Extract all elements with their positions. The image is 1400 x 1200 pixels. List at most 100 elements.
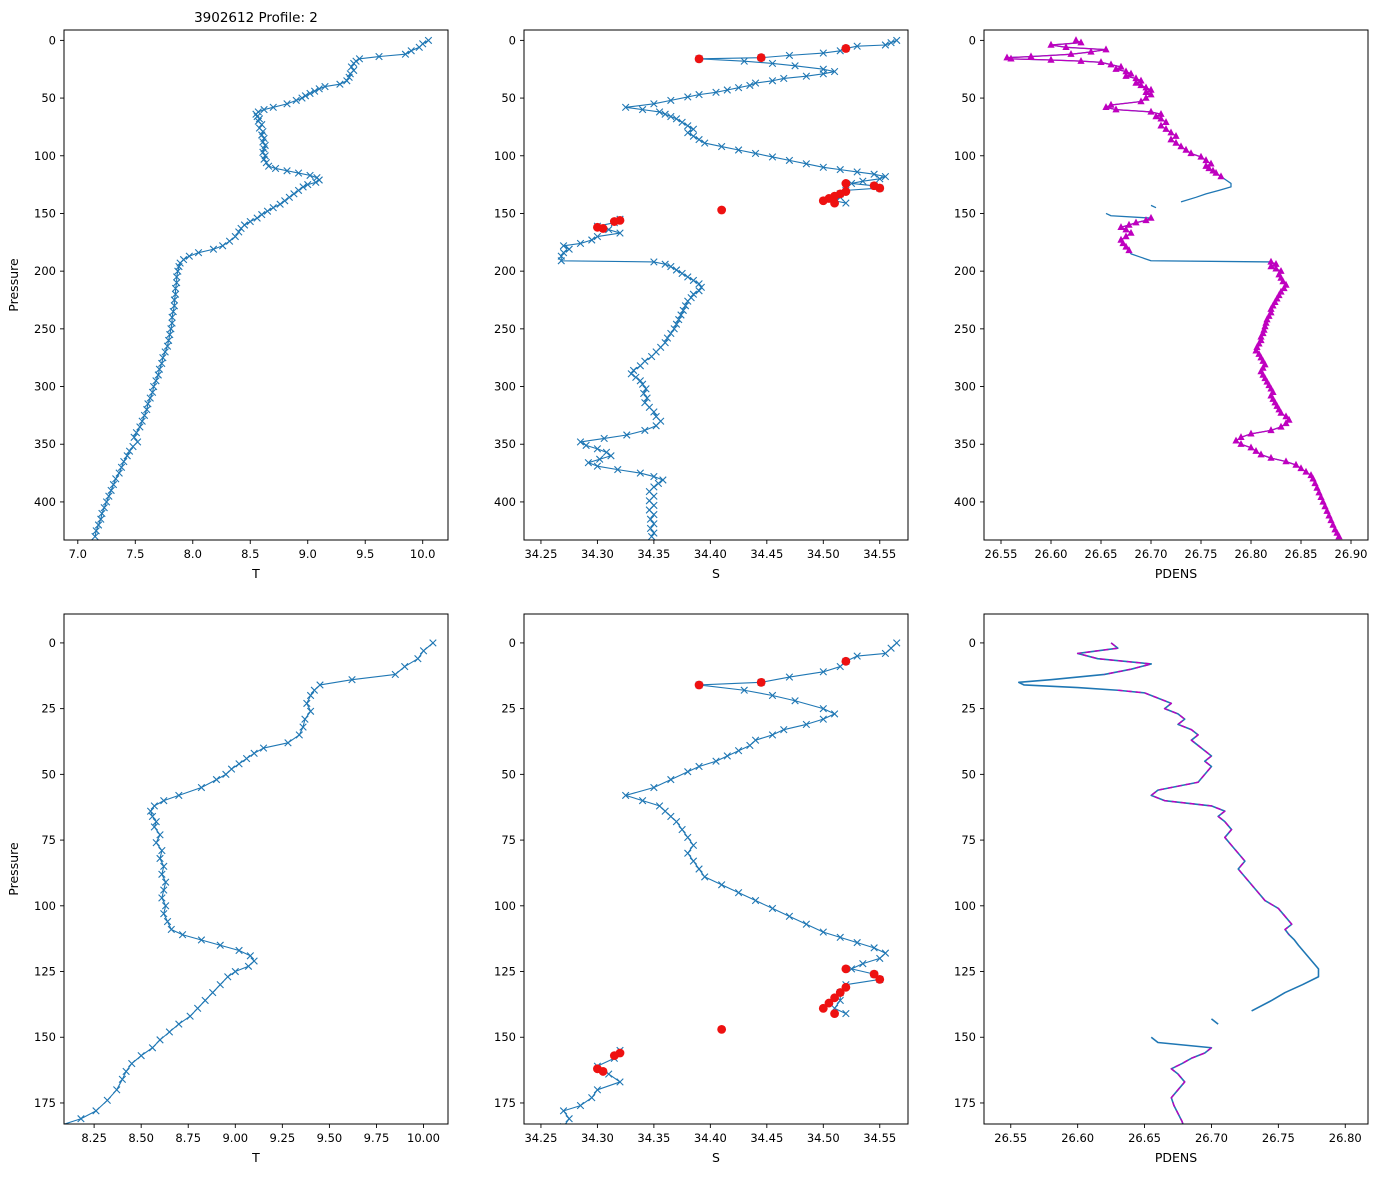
x-axis-label: S: [712, 1150, 720, 1165]
plot-pdens-zoom: 26.55 26.60 26.65 26.70 26.75 26.80 0 25 50 75 100…: [954, 613, 1369, 1165]
x-tick-label: 34.50: [807, 547, 840, 561]
x-tick-label: 26.80: [1235, 547, 1268, 561]
figure-title: 3902612 Profile: 2: [194, 10, 318, 26]
y-tick-label: 175: [34, 1096, 56, 1110]
y-tick-label: 200: [34, 264, 56, 278]
y-tick-label: 50: [501, 91, 516, 105]
y-tick-label: 25: [41, 702, 56, 716]
subplot-salinity-full: 34.25 34.30 34.35 34.40 34.45 34.50 34.55 0 50 10…: [464, 8, 920, 586]
subplot-salinity-zoom: 34.25 34.30 34.35 34.40 34.45 34.50 34.55 0 25 50…: [464, 592, 920, 1170]
x-tick-label: 10.00: [407, 1131, 440, 1145]
T-markers: [91, 36, 433, 540]
subplot-pdens-zoom: 26.55 26.60 26.65 26.70 26.75 26.80 0 25 50 75 100…: [924, 592, 1380, 1170]
x-tick-label: 9.75: [364, 1131, 390, 1145]
axes-frame: [523, 29, 909, 541]
x-axis-label: PDENS: [1155, 1150, 1197, 1165]
plot-area: [1017, 642, 1320, 1124]
x-tick-label: 34.40: [694, 547, 727, 561]
axes-frame: [983, 613, 1369, 1125]
x-tick-label: 26.55: [994, 1131, 1027, 1145]
y-tick-label: 150: [34, 1030, 56, 1044]
x-tick-label: 7.5: [126, 547, 144, 561]
y-tick-label: 150: [34, 206, 56, 220]
x-tick-label: 8.25: [81, 1131, 107, 1145]
x-tick-label: 34.25: [524, 547, 557, 561]
y-tick-label: 175: [954, 1096, 976, 1110]
x-tick-label: 34.35: [637, 1131, 670, 1145]
x-tick-label: 34.45: [750, 547, 783, 561]
y-tick-label: 100: [494, 899, 516, 913]
PDENS-line: [1076, 642, 1293, 1124]
x-tick-label: 9.00: [222, 1131, 248, 1145]
x-tick-label: 9.50: [317, 1131, 343, 1145]
y-tick-label: 0: [49, 636, 56, 650]
x-tick-label: 26.65: [1085, 547, 1118, 561]
y-tick-label: 150: [954, 1030, 976, 1044]
x-tick-label: 8.5: [241, 547, 259, 561]
x-tick-label: 8.75: [175, 1131, 201, 1145]
x-tick-label: 34.25: [524, 1131, 557, 1145]
S-markers: [559, 639, 901, 1124]
x-tick-label: 26.90: [1335, 547, 1368, 561]
y-tick-label: 0: [969, 636, 976, 650]
y-tick-label: 50: [41, 767, 56, 781]
y-tick-label: 400: [954, 495, 976, 509]
plot-salinity-zoom: 34.25 34.30 34.35 34.40 34.45 34.50 34.55 0 25 50…: [494, 613, 909, 1165]
subplot-temperature-full: 7.0 7.5 8.0 8.5 9.0 9.5 10.0 0 50 100 150 200 250 300…: [4, 8, 460, 586]
y-tick-label: 50: [501, 767, 516, 781]
x-tick-label: 26.85: [1285, 547, 1318, 561]
y-tick-label: 50: [41, 91, 56, 105]
y-tick-label: 25: [501, 702, 516, 716]
x-tick-label: 34.30: [581, 1131, 614, 1145]
x-tick-label: 26.60: [1035, 547, 1068, 561]
y-tick-label: 250: [954, 322, 976, 336]
S_red-markers: [593, 44, 885, 233]
y-tick-label: 350: [494, 437, 516, 451]
x-tick-label: 34.55: [863, 547, 896, 561]
y-tick-label: 75: [501, 833, 516, 847]
x-tick-label: 9.5: [356, 547, 374, 561]
y-tick-label: 75: [41, 833, 56, 847]
y-tick-label: 150: [954, 206, 976, 220]
y-tick-label: 350: [34, 437, 56, 451]
x-tick-label: 9.25: [270, 1131, 296, 1145]
PDENS-markers: [1003, 36, 1343, 540]
y-tick-label: 100: [954, 899, 976, 913]
y-tick-label: 300: [954, 380, 976, 394]
x-tick-label: 34.50: [807, 1131, 840, 1145]
y-tick-label: 350: [954, 437, 976, 451]
y-tick-label: 125: [954, 965, 976, 979]
y-tick-label: 75: [961, 833, 976, 847]
x-tick-label: 8.50: [128, 1131, 154, 1145]
y-tick-label: 100: [494, 149, 516, 163]
plot-temperature-zoom: 8.25 8.50 8.75 9.00 9.25 9.50 9.75 10.00 0 25 50 75…: [6, 613, 449, 1165]
x-tick-label: 8.0: [184, 547, 202, 561]
PDENS-line: [1017, 642, 1320, 1124]
y-tick-label: 125: [494, 965, 516, 979]
plot-salinity-full: 34.25 34.30 34.35 34.40 34.45 34.50 34.55 0 50 10…: [494, 29, 909, 581]
x-tick-label: 26.65: [1128, 1131, 1161, 1145]
y-tick-label: 250: [34, 322, 56, 336]
x-axis-label: PDENS: [1155, 566, 1197, 581]
x-tick-label: 26.80: [1329, 1131, 1362, 1145]
x-tick-label: 34.35: [637, 547, 670, 561]
y-tick-label: 125: [34, 965, 56, 979]
y-tick-label: 100: [34, 899, 56, 913]
axes-frame: [63, 29, 449, 541]
y-axis-label: Pressure: [6, 258, 21, 312]
y-tick-label: 0: [49, 33, 56, 47]
x-tick-label: 34.55: [863, 1131, 896, 1145]
y-tick-label: 175: [494, 1096, 516, 1110]
y-tick-label: 100: [954, 149, 976, 163]
x-tick-label: 34.40: [694, 1131, 727, 1145]
y-tick-label: 300: [34, 380, 56, 394]
y-tick-label: 25: [961, 702, 976, 716]
y-tick-label: 400: [494, 495, 516, 509]
x-axis-label: S: [712, 566, 720, 581]
x-tick-label: 26.70: [1195, 1131, 1228, 1145]
plot-pdens-full: 26.55 26.60 26.65 26.70 26.75 26.80 26.85 26.90…: [954, 29, 1369, 581]
plot-area: [559, 639, 901, 1124]
T-markers: [77, 639, 437, 1123]
x-axis-label: T: [251, 1150, 260, 1165]
